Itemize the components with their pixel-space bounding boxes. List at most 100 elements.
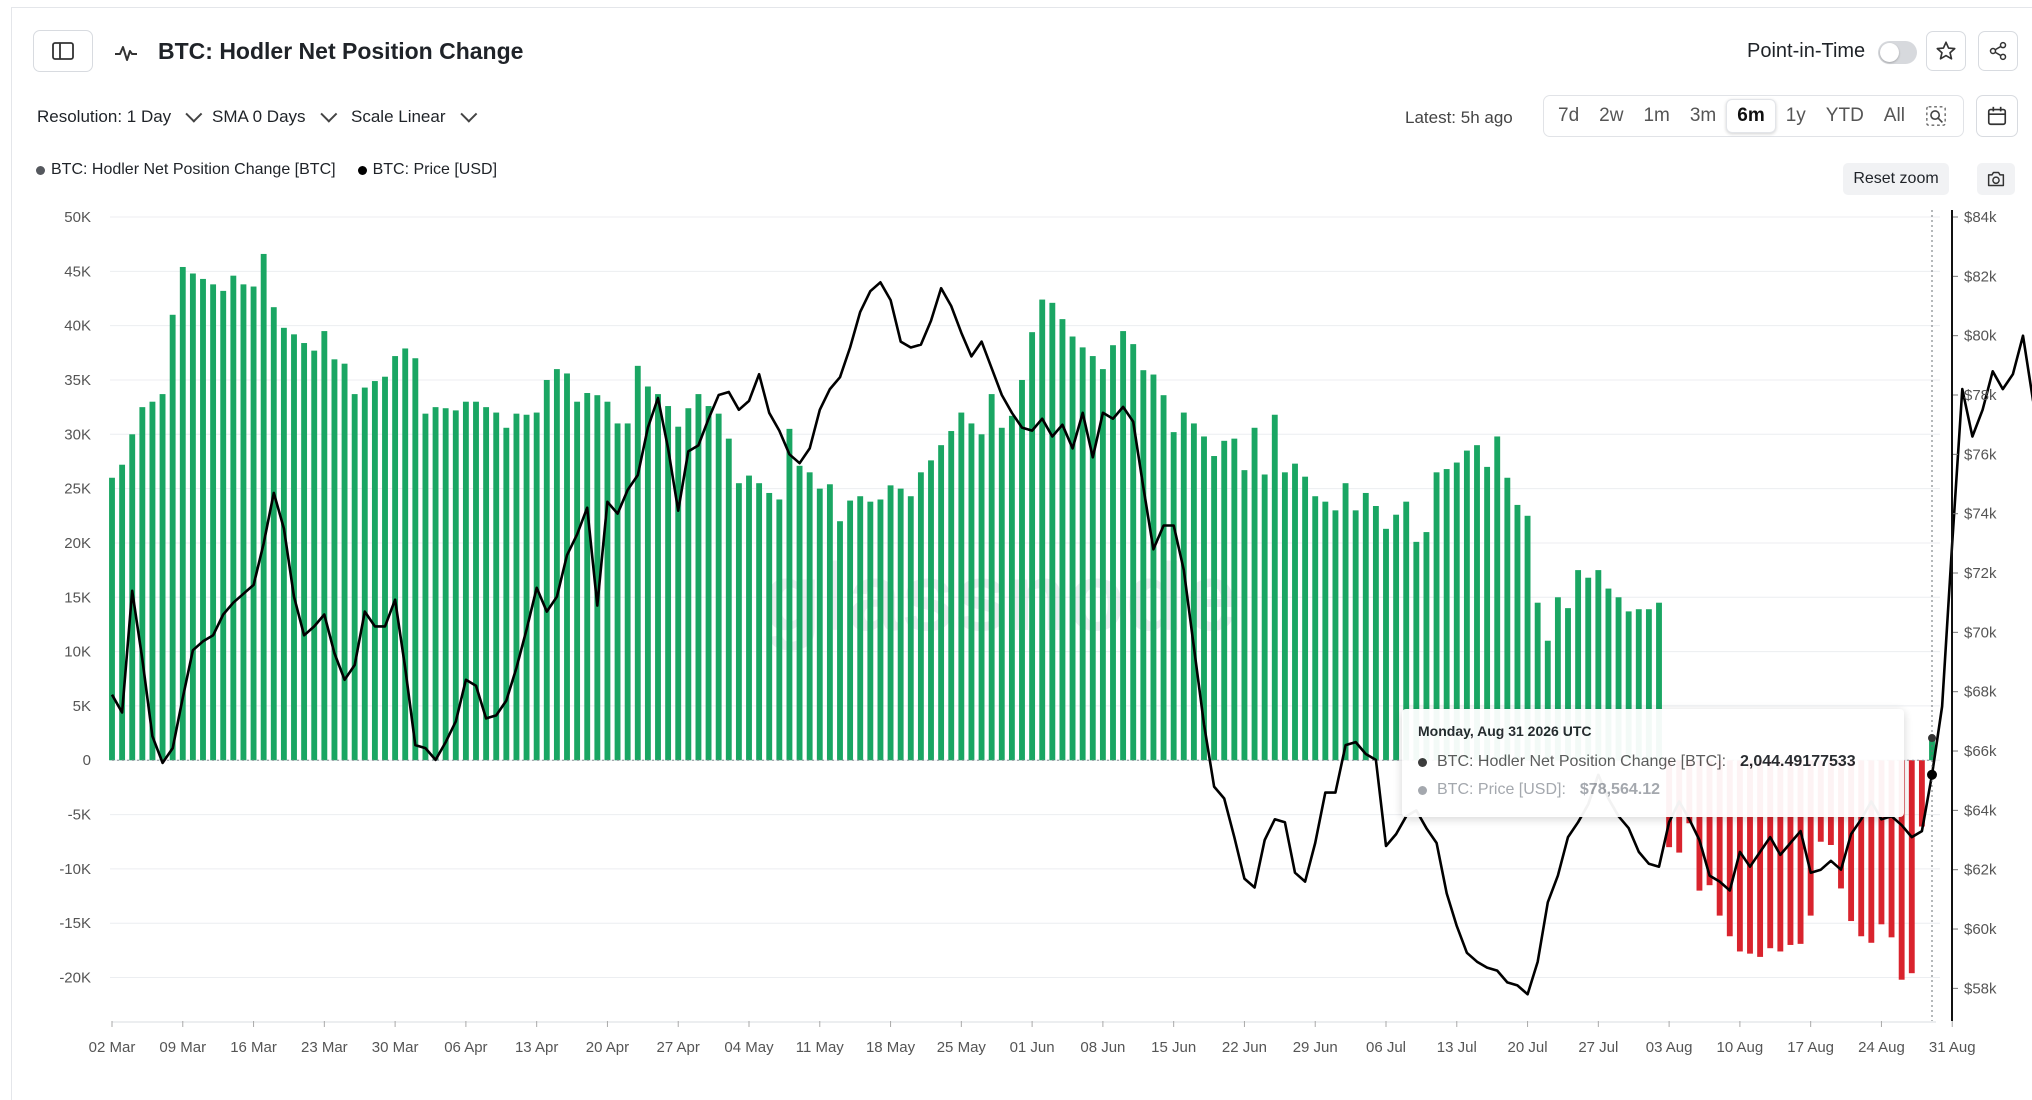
bar [371, 381, 378, 761]
bar [301, 343, 308, 761]
top-border [12, 7, 2032, 8]
resolution-dropdown[interactable]: Resolution: 1 Day [37, 105, 203, 127]
point-in-time-toggle[interactable] [1878, 41, 1917, 64]
bar [331, 359, 338, 761]
x-tick-label: 09 Mar [159, 1039, 206, 1056]
bar [1019, 379, 1025, 761]
x-tick-label: 22 Jun [1222, 1039, 1267, 1056]
bar [240, 284, 247, 761]
bar [1281, 472, 1288, 761]
bar [796, 465, 803, 761]
bar [1372, 506, 1379, 761]
bar [220, 290, 227, 761]
bar [341, 363, 348, 761]
bar [1342, 483, 1349, 761]
range-2w[interactable]: 2w [1599, 105, 1624, 126]
bar-marker [1928, 734, 1936, 743]
toggle-knob [1880, 43, 1899, 62]
bar [1757, 760, 1764, 957]
zoom-search-icon [1926, 106, 1946, 126]
bar [1706, 760, 1713, 886]
bar [1878, 760, 1885, 925]
bar [1049, 302, 1056, 761]
time-range-selector: 7d 2w 1m 3m 6m 1y YTD All [1543, 95, 1964, 137]
bar [1150, 374, 1157, 761]
tooltip-dot [1418, 785, 1427, 795]
bar [210, 284, 217, 761]
range-1y[interactable]: 1y [1785, 105, 1806, 126]
bar [200, 278, 206, 761]
range-3m[interactable]: 3m [1689, 105, 1717, 126]
range-6m[interactable]: 6m [1726, 99, 1776, 133]
bar [725, 438, 732, 761]
bar [1575, 570, 1582, 761]
bar [1140, 370, 1147, 761]
bar [311, 350, 318, 761]
bar [1089, 356, 1096, 761]
reset-zoom-button[interactable]: Reset zoom [1843, 163, 1949, 195]
range-all[interactable]: All [1883, 105, 1905, 126]
bar [938, 445, 945, 761]
zoom-select-button[interactable] [1915, 99, 1957, 133]
sidebar-toggle-button[interactable] [33, 30, 93, 72]
bar [280, 327, 287, 761]
bar [1302, 476, 1309, 761]
bar [169, 314, 176, 761]
x-tick-label: 13 Apr [515, 1039, 558, 1056]
x-tick-label: 01 Jun [1010, 1039, 1055, 1056]
bar [574, 401, 581, 761]
bar [1059, 319, 1066, 761]
y-right-tick-label: $68k [1964, 684, 1997, 701]
page-title: BTC: Hodler Net Position Change [158, 38, 524, 64]
bar [1292, 463, 1298, 761]
favorite-button[interactable] [1926, 31, 1966, 71]
scale-dropdown[interactable]: Scale Linear [351, 105, 477, 127]
share-button[interactable] [1978, 31, 2018, 71]
bar [1625, 611, 1632, 761]
bar [473, 401, 479, 761]
bar [604, 401, 611, 761]
legend-item-hodler[interactable]: BTC: Hodler Net Position Change [BTC] [36, 161, 336, 179]
x-tick-label: 27 Apr [657, 1039, 700, 1056]
bar [1039, 299, 1046, 761]
bar [1898, 760, 1905, 980]
bar [250, 286, 257, 761]
range-ytd[interactable]: YTD [1825, 105, 1864, 126]
x-tick-label: 04 May [724, 1039, 774, 1056]
y-right-tick-label: $70k [1964, 624, 1997, 641]
y-right-tick-label: $62k [1964, 862, 1997, 879]
bar [1180, 412, 1187, 761]
bar [1858, 760, 1865, 937]
y-left-tick-label: 45K [64, 263, 91, 280]
bar [705, 406, 712, 761]
y-right-tick-label: $66k [1964, 743, 1997, 760]
bar [1494, 436, 1501, 761]
tooltip-value: 2,044.49177533 [1740, 753, 1856, 770]
bar [857, 496, 864, 761]
bar [442, 408, 449, 761]
range-7d[interactable]: 7d [1558, 105, 1580, 126]
camera-icon [1987, 171, 2005, 187]
bar [1474, 445, 1480, 761]
legend-item-price[interactable]: BTC: Price [USD] [357, 161, 497, 179]
screenshot-button[interactable] [1977, 163, 2015, 195]
bar [402, 348, 409, 761]
bar [1544, 640, 1551, 761]
bar [1726, 760, 1733, 937]
y-left-tick-label: -15K [59, 915, 91, 932]
bar [1797, 760, 1804, 944]
bar [1201, 436, 1207, 761]
range-1m[interactable]: 1m [1643, 105, 1670, 126]
calendar-button[interactable] [1976, 95, 2018, 137]
y-left-tick-label: 10K [64, 644, 91, 661]
bar [837, 521, 843, 761]
bar [928, 460, 934, 761]
pulse-icon [115, 46, 137, 61]
bar [1423, 532, 1430, 761]
y-right-tick-label: $74k [1964, 506, 1997, 523]
x-tick-label: 27 Jul [1578, 1039, 1618, 1056]
x-tick-label: 08 Jun [1080, 1039, 1125, 1056]
sma-dropdown[interactable]: SMA 0 Days [212, 105, 337, 127]
bar [594, 395, 601, 761]
